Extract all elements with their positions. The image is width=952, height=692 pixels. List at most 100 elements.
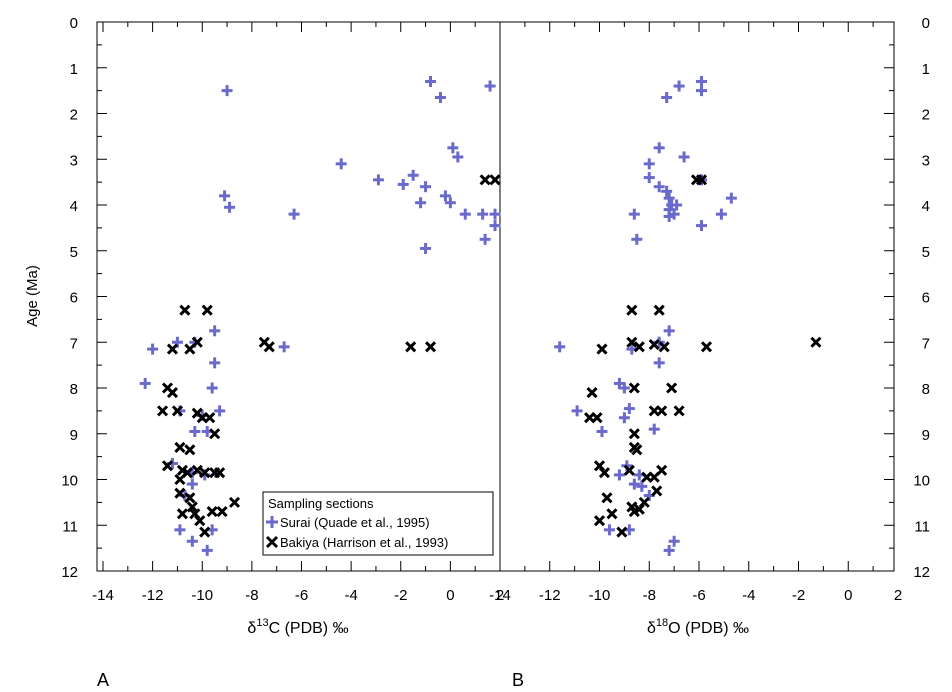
surai-point xyxy=(653,181,665,193)
bakiya-point xyxy=(631,444,643,456)
bakiya-point xyxy=(700,341,713,353)
legend-label-surai: Surai (Quade et al., 1995) xyxy=(280,515,430,530)
y-tick-label-right: 9 xyxy=(922,427,930,444)
bakiya-point xyxy=(174,487,186,499)
x-axis-label-b-sup: 18 xyxy=(656,617,668,629)
surai-point xyxy=(224,201,236,213)
surai-point xyxy=(653,142,665,154)
bakiya-point xyxy=(228,496,241,508)
surai-point xyxy=(407,169,419,181)
surai-point xyxy=(631,233,643,245)
surai-point xyxy=(489,220,501,232)
surai-point xyxy=(372,174,384,186)
legend-marker-surai xyxy=(266,516,278,528)
x-axis-label-b: δ18O (PDB) ‰ xyxy=(647,617,749,637)
y-tick-label-right: 8 xyxy=(922,381,930,398)
y-tick-label-right: 6 xyxy=(922,290,930,307)
surai-point xyxy=(452,151,464,163)
x-tick-label-b: -14 xyxy=(489,587,511,604)
x-tick-label-a: -2 xyxy=(394,587,407,604)
surai-point xyxy=(623,403,635,415)
bakiya-point xyxy=(593,515,606,527)
panel-letter-b: B xyxy=(512,670,524,690)
x-axis-label-a-sup: 13 xyxy=(256,617,268,629)
bakiya-point xyxy=(626,304,638,316)
y-tick-label-left: 10 xyxy=(61,473,78,490)
x-tick-label-a: -10 xyxy=(191,587,213,604)
plot-frame xyxy=(96,21,895,572)
bakiya-point xyxy=(591,412,603,424)
bakiya-point xyxy=(166,343,179,355)
bakiya-point xyxy=(201,304,213,316)
bakiya-point xyxy=(174,441,186,454)
y-tick-label-right: 3 xyxy=(922,152,930,169)
bakiya-point xyxy=(623,464,635,476)
surai-point xyxy=(420,181,432,193)
x-tick-label-b: 2 xyxy=(894,587,902,604)
surai-point xyxy=(648,423,660,435)
y-tick-label-left: 5 xyxy=(70,244,78,261)
surai-point xyxy=(288,208,300,220)
x-axis-label-a-rest: C (PDB) ‰ xyxy=(269,620,349,637)
bakiya-point xyxy=(596,343,608,355)
legend-marker-bakiya xyxy=(265,535,279,549)
y-tick-label-left: 3 xyxy=(70,152,78,169)
surai-point xyxy=(663,210,675,222)
x-tick-label-b: -2 xyxy=(792,587,805,604)
x-tick-label-a: -12 xyxy=(142,587,164,604)
bakiya-point xyxy=(666,382,678,394)
panel-letter-a: A xyxy=(97,670,109,690)
surai-point xyxy=(201,544,213,556)
surai-point xyxy=(221,85,233,97)
surai-point xyxy=(695,85,707,97)
surai-point xyxy=(206,382,218,394)
x-tick-label-b: -4 xyxy=(742,587,755,604)
bakiya-point xyxy=(658,341,670,353)
x-axis-label-b-rest: O (PDB) ‰ xyxy=(668,620,749,637)
bakiya-point xyxy=(695,174,708,186)
bakiya-point xyxy=(606,508,618,520)
surai-point xyxy=(643,158,655,170)
legend-box xyxy=(262,491,494,556)
y-tick-label-right: 1 xyxy=(922,61,930,78)
y-tick-label-left: 8 xyxy=(70,381,78,398)
y-tick-label-right: 2 xyxy=(922,107,930,124)
surai-point xyxy=(618,412,630,424)
y-tick-label-right: 0 xyxy=(922,15,930,32)
bakiya-point xyxy=(166,387,179,399)
bakiya-point xyxy=(263,341,275,353)
bakiya-point xyxy=(479,174,491,186)
legend-title: Sampling sections xyxy=(268,496,374,511)
y-tick-label-left: 0 xyxy=(70,15,78,32)
legend: Sampling sections Surai (Quade et al., 1… xyxy=(262,491,494,556)
surai-point xyxy=(447,142,459,154)
x-axis-label-a: δ13C (PDB) ‰ xyxy=(247,617,348,637)
bakiya-point xyxy=(204,412,216,424)
y-tick-label-left: 11 xyxy=(62,518,78,535)
y-tick-label-right: 12 xyxy=(913,564,930,581)
surai-point xyxy=(643,172,655,184)
surai-point xyxy=(673,80,685,92)
bakiya-point xyxy=(405,341,417,353)
bakiya-point xyxy=(184,492,196,504)
bakiya-point xyxy=(626,336,638,348)
axis-ticks xyxy=(97,21,894,572)
surai-point xyxy=(671,199,683,211)
bakiya-point xyxy=(628,505,640,518)
bakiya-point xyxy=(648,338,660,351)
bakiya-point xyxy=(209,428,221,440)
bakiya-point xyxy=(199,467,211,479)
y-tick-label-right: 7 xyxy=(922,335,930,352)
surai-point xyxy=(596,425,608,437)
bakiya-point xyxy=(656,464,668,476)
surai-point xyxy=(278,341,290,353)
bakiya-point xyxy=(651,485,663,497)
y-tick-label-right: 5 xyxy=(922,244,930,261)
x-tick-label-a: -8 xyxy=(245,587,258,604)
bakiya-point xyxy=(206,505,218,518)
surai-point xyxy=(489,208,501,220)
y-tick-label-left: 12 xyxy=(61,564,78,581)
surai-point xyxy=(603,524,615,536)
surai-point xyxy=(434,91,446,103)
bakiya-point xyxy=(171,405,183,417)
